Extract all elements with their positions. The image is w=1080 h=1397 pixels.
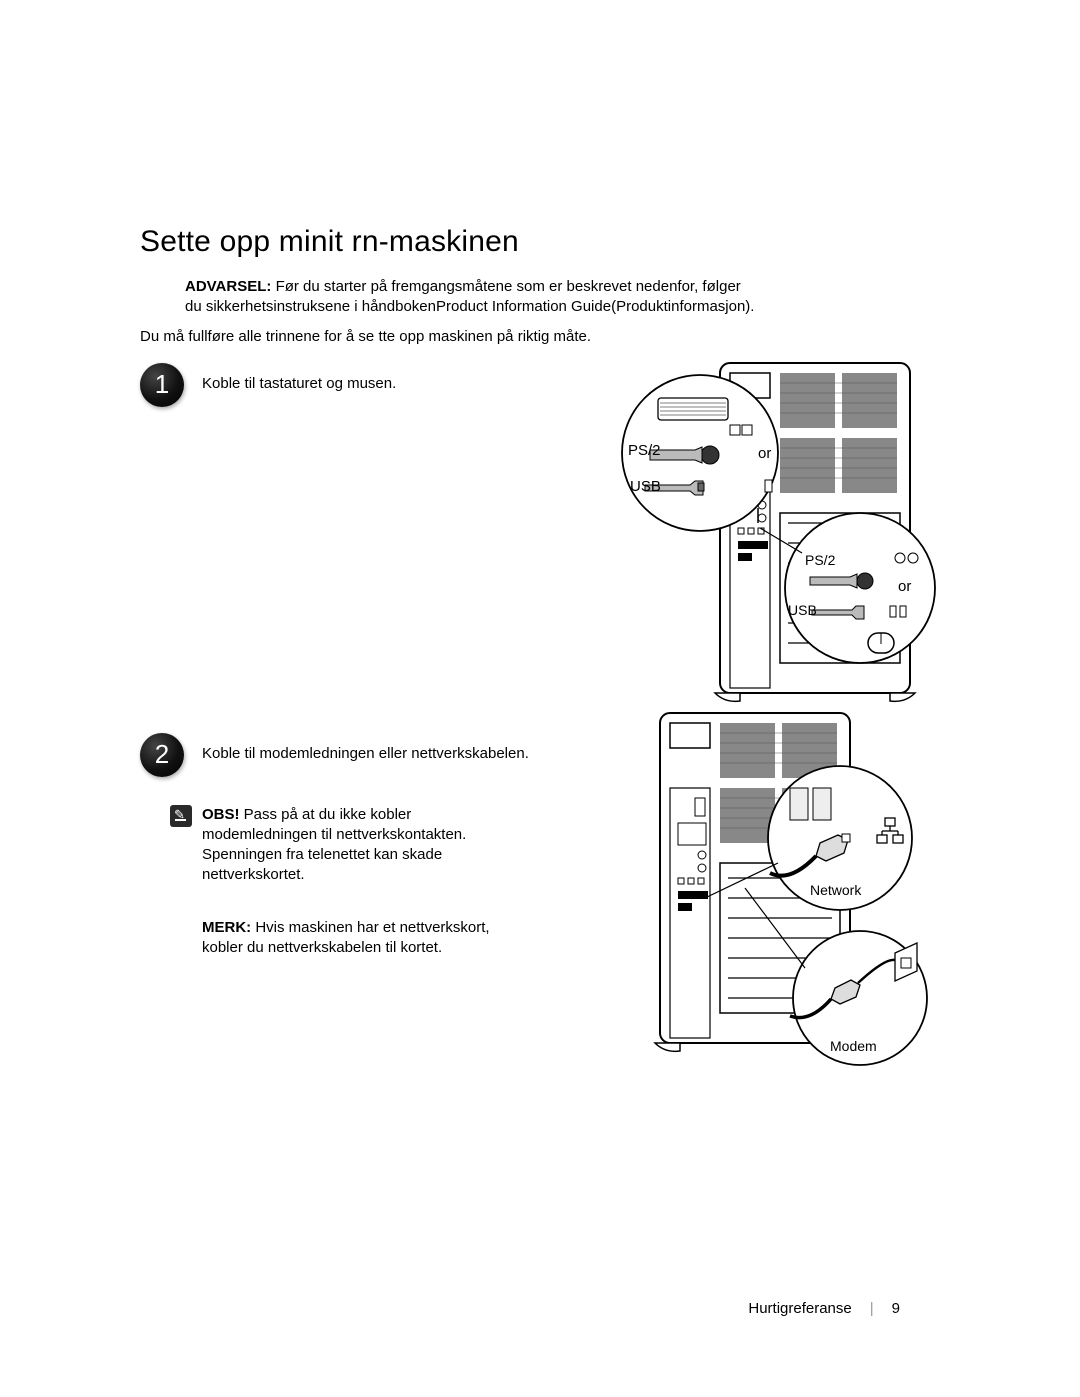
warning-text-1: Før du starter på fremgangsmåtene som er…: [276, 278, 741, 295]
footer-page-number: 9: [892, 1300, 900, 1317]
obs-text: Pass på at du ikke kobler modemledningen…: [202, 806, 466, 884]
note-icon: [170, 805, 192, 827]
label-or-1: or: [758, 445, 771, 462]
merk-note: MERK: Hvis maskinen har et nettverkskort…: [202, 918, 532, 959]
label-or-2: or: [898, 578, 911, 595]
page-footer: Hurtigreferanse | 9: [748, 1300, 900, 1317]
warning-label: ADVARSEL:: [185, 278, 271, 295]
step-number-1: 1: [140, 363, 184, 407]
diagram-network-modem: Network Modem: [610, 703, 940, 1073]
label-network: Network: [810, 882, 862, 898]
step-text-1: Koble til tastaturet og musen.: [202, 363, 396, 392]
label-ps2-2: PS/2: [805, 552, 836, 568]
footer-separator: |: [870, 1300, 874, 1317]
page-title: Sette opp minit rn-maskinen: [140, 225, 940, 259]
footer-label: Hurtigreferanse: [748, 1300, 851, 1317]
warning-line-1: ADVARSEL: Før du starter på fremgangsmåt…: [185, 277, 940, 297]
merk-label: MERK:: [202, 919, 251, 936]
label-usb-2: USB: [788, 602, 817, 618]
step-number-2: 2: [140, 733, 184, 777]
obs-label: OBS!: [202, 806, 240, 823]
warning-line-2: du sikkerhetsinstruksene i håndbokenProd…: [185, 297, 940, 317]
label-ps2-1: PS/2: [628, 442, 661, 459]
step-text-2: Koble til modemledningen eller nettverks…: [202, 733, 529, 762]
diagram-keyboard-mouse: PS/2 or USB PS/2 or: [610, 353, 940, 713]
intro-text: Du må fullføre alle trinnene for å se tt…: [140, 328, 940, 345]
obs-note: OBS! Pass på at du ikke kobler modemledn…: [202, 805, 530, 886]
label-usb-1: USB: [630, 478, 661, 495]
label-modem: Modem: [830, 1038, 877, 1054]
